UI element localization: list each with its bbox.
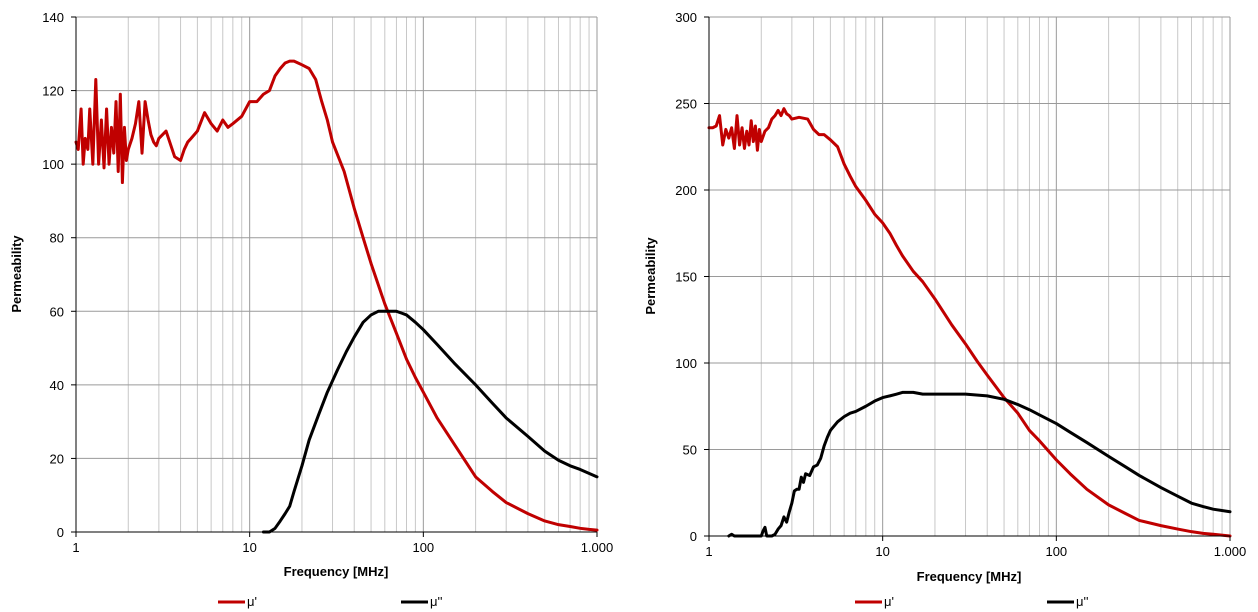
y-tick-label: 60: [50, 304, 64, 319]
x-tick-label: 1: [705, 544, 712, 559]
y-tick-label: 0: [57, 525, 64, 540]
chart-right: 0 50 100 150 200 250 300 1 10 100 1.000 Frequency …: [629, 0, 1258, 612]
series-line-mu-double-prime: [261, 309, 599, 534]
x-axis-title: Frequency [MHz]: [917, 569, 1022, 584]
series-line-mu-prime: [74, 59, 599, 532]
y-tick-label: 100: [675, 356, 697, 371]
y-tick-label: 40: [50, 378, 64, 393]
legend-label-mu-double-prime: μ'': [430, 594, 442, 609]
y-tick-label: 20: [50, 451, 64, 466]
y-tick-label: 100: [42, 157, 64, 172]
permeability-chart-left: 0 20 40 60 80 100 120 140 1 10 100 1.000 Frequency …: [9, 10, 614, 609]
y-axis-title: Permeability: [9, 235, 24, 313]
y-tick-label: 250: [675, 97, 697, 112]
x-tick-label: 10: [875, 544, 889, 559]
x-tick-label: 1.000: [1214, 544, 1247, 559]
legend-label-mu-double-prime: μ'': [1076, 594, 1088, 609]
x-tick-label: 1.000: [581, 540, 614, 555]
y-tick-label: 200: [675, 183, 697, 198]
x-tick-label: 1: [72, 540, 79, 555]
x-tick-label: 100: [412, 540, 434, 555]
x-axis-title: Frequency [MHz]: [284, 564, 389, 579]
permeability-chart-right: 0 50 100 150 200 250 300 1 10 100 1.000 Frequency …: [643, 10, 1247, 609]
y-tick-label: 0: [690, 529, 697, 544]
x-tick-label: 100: [1045, 544, 1067, 559]
y-tick-label: 120: [42, 84, 64, 99]
series-line-mu-double-prime: [727, 390, 1232, 538]
series-line-mu-prime: [707, 107, 1232, 538]
y-tick-label: 50: [683, 443, 697, 458]
y-tick-label: 80: [50, 231, 64, 246]
legend-label-mu-prime: μ': [884, 594, 894, 609]
chart-left: 0 20 40 60 80 100 120 140 1 10 100 1.000 Frequency …: [9, 10, 614, 609]
x-tick-label: 10: [242, 540, 256, 555]
legend: μ' μ'': [855, 594, 1088, 609]
y-tick-label: 140: [42, 10, 64, 25]
legend-label-mu-prime: μ': [247, 594, 257, 609]
legend: μ' μ'': [218, 594, 442, 609]
y-tick-label: 150: [675, 270, 697, 285]
y-axis-title: Permeability: [643, 237, 658, 315]
y-tick-label: 300: [675, 10, 697, 25]
